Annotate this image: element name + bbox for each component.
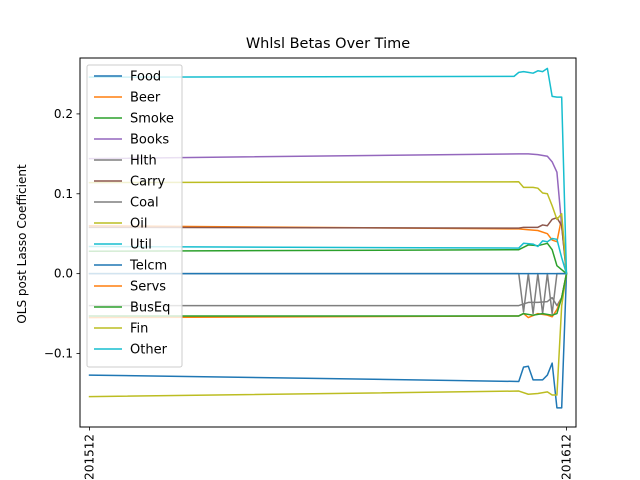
y-tick-label: 0.1: [54, 187, 73, 201]
series-layer: [88, 67, 568, 409]
y-tick-label: 0.2: [54, 107, 73, 121]
legend-label: Carry: [130, 175, 166, 190]
x-tick-label: 201612: [559, 434, 573, 480]
legend-label: Beer: [130, 91, 161, 106]
legend-label: Util: [130, 238, 152, 253]
series-line-fin: [88, 181, 568, 275]
legend-label: Servs: [130, 280, 166, 295]
legend-label: Telcm: [129, 259, 167, 274]
series-line-util: [88, 237, 568, 275]
series-line-beer: [88, 216, 568, 275]
legend-box: [86, 64, 183, 368]
legend-label: Smoke: [130, 112, 174, 127]
legend-label: Other: [130, 343, 168, 358]
legend-label: Fin: [130, 322, 148, 337]
x-tick-label: 201512: [83, 434, 97, 480]
legend-label: BusEq: [130, 301, 170, 316]
plot-frame: [79, 57, 577, 428]
y-axis-label: OLS post Lasso Coefficient: [15, 164, 29, 324]
y-tick-label: 0.0: [54, 267, 73, 281]
legend: Food Beer Smoke Books Hlth Carry Coal Oil Util Te…: [86, 64, 183, 368]
series-line-other: [88, 67, 568, 275]
series-line-carry: [88, 216, 568, 275]
series-line-books: [88, 153, 568, 275]
series-line-food: [88, 272, 568, 409]
chart-title: Whlsl Betas Over Time: [246, 36, 410, 52]
y-tick-label: −0.1: [44, 347, 73, 361]
legend-label: Hlth: [130, 154, 157, 169]
series-line-buseq: [88, 272, 568, 317]
legend-label: Food: [130, 70, 161, 85]
ticks-layer: −0.1 0.0 0.1 0.2 201512 201612: [44, 107, 574, 480]
legend-label: Oil: [130, 217, 147, 232]
series-line-smoke: [88, 242, 568, 275]
series-line-oil: [88, 272, 568, 398]
legend-label: Coal: [130, 196, 159, 211]
legend-label: Books: [130, 133, 169, 148]
